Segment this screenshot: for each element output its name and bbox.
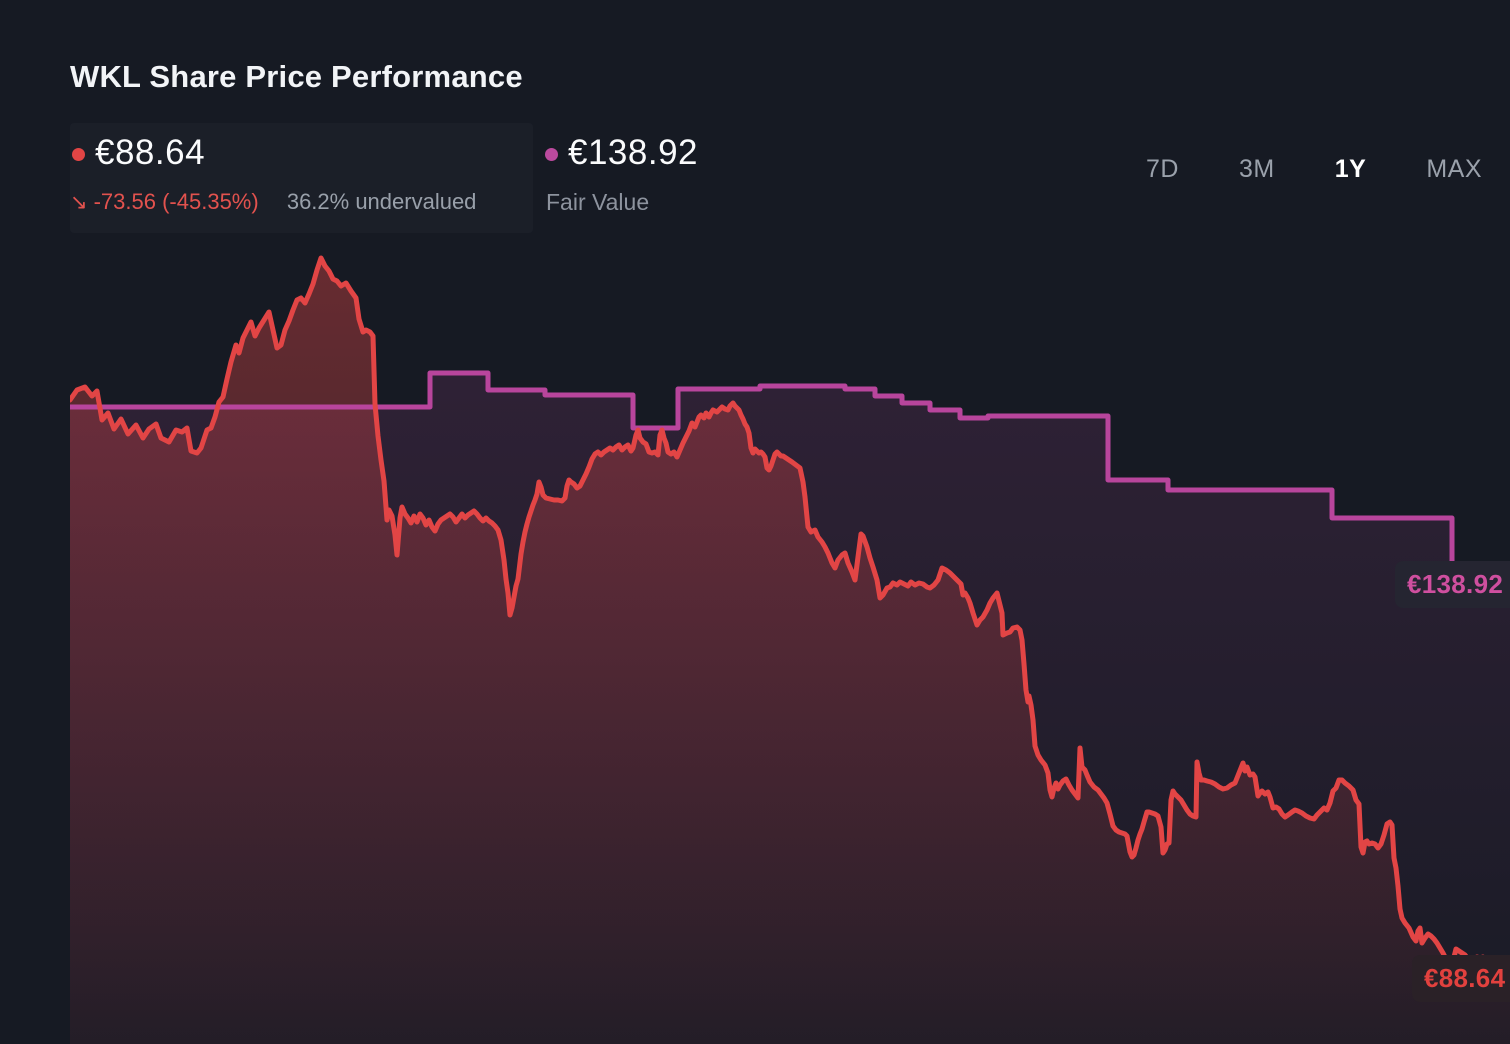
fair-value-dot-icon	[545, 148, 558, 161]
down-right-arrow-icon: ↘	[70, 191, 88, 214]
undervalued-text: 36.2% undervalued	[286, 189, 477, 214]
price-chart-svg[interactable]	[70, 224, 1510, 1044]
fair-value-value: €138.92	[568, 133, 699, 172]
share-price-subrow: ↘ -73.56 (-45.35%) 36.2% undervalued	[70, 189, 476, 215]
share-price-change: ↘ -73.56 (-45.35%)	[70, 189, 259, 214]
range-button-3m[interactable]: 3M	[1237, 153, 1277, 186]
share-price-area	[70, 258, 1510, 1044]
range-button-1y[interactable]: 1Y	[1333, 153, 1369, 186]
share-price-dot-icon	[72, 148, 85, 161]
share-price-change-text: -73.56 (-45.35%)	[93, 189, 259, 214]
fair-value-price-tag: €138.92	[1395, 561, 1510, 608]
range-button-7d[interactable]: 7D	[1144, 153, 1181, 186]
fair-value-line	[70, 370, 1510, 568]
share-price-price-tag: €88.64	[1412, 955, 1510, 1002]
price-chart[interactable]	[70, 224, 1510, 1044]
share-price-value: €88.64	[95, 133, 206, 172]
fair-value-label: Fair Value	[546, 189, 650, 215]
range-button-max[interactable]: MAX	[1424, 153, 1484, 186]
page-title: WKL Share Price Performance	[70, 58, 523, 94]
share-price-line	[70, 255, 1510, 985]
range-buttons: 7D 3M 1Y MAX	[1144, 153, 1484, 186]
